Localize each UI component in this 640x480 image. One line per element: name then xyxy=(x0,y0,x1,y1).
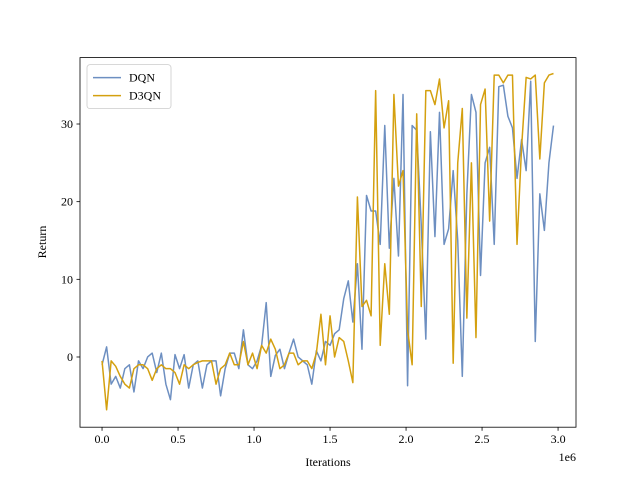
data-line xyxy=(101,72,554,411)
plot-frame xyxy=(79,57,577,428)
x-tick-label: 1.0 xyxy=(247,432,262,446)
x-tick-label: 1.5 xyxy=(323,432,338,446)
x-tick-label: 0.0 xyxy=(95,432,110,446)
y-tick-label: 0 xyxy=(67,350,73,364)
x-offset-label: 1e6 xyxy=(559,450,576,464)
x-tick-label: 2.5 xyxy=(475,432,490,446)
y-axis-label: Return xyxy=(35,226,49,259)
legend-box xyxy=(86,64,172,109)
legend-label: DQN xyxy=(129,71,155,85)
x-tick-label: 3.0 xyxy=(551,432,566,446)
x-axis-label: Iterations xyxy=(305,455,351,469)
x-tick-label: 2.0 xyxy=(399,432,414,446)
y-tick-label: 30 xyxy=(61,117,73,131)
legend-label: D3QN xyxy=(129,89,161,103)
x-tick-label: 0.5 xyxy=(171,432,186,446)
y-tick-label: 10 xyxy=(61,272,73,286)
y-tick-label: 20 xyxy=(61,195,73,209)
